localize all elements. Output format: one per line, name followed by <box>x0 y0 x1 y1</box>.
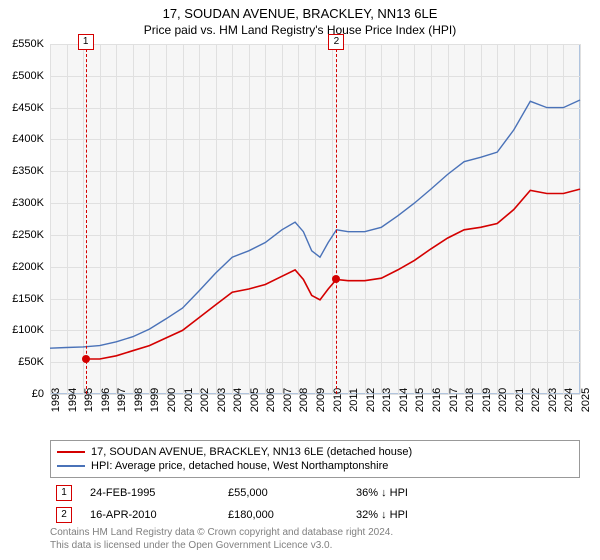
x-tick-label: 2016 <box>431 388 443 412</box>
line-plot <box>50 44 580 394</box>
chart-title: 17, SOUDAN AVENUE, BRACKLEY, NN13 6LE <box>0 0 600 21</box>
x-tick-label: 2025 <box>580 388 592 412</box>
sale-date: 16-APR-2010 <box>90 509 210 521</box>
legend-swatch <box>57 465 85 467</box>
x-tick-label: 2003 <box>216 388 228 412</box>
x-tick-label: 1994 <box>67 388 79 412</box>
x-tick-label: 1997 <box>116 388 128 412</box>
legend-label: HPI: Average price, detached house, West… <box>91 460 388 472</box>
y-tick-label: £100K <box>12 324 44 336</box>
x-tick-label: 1998 <box>133 388 145 412</box>
x-tick-label: 2015 <box>414 388 426 412</box>
x-tick-label: 2009 <box>315 388 327 412</box>
x-tick-label: 1993 <box>50 388 62 412</box>
sale-price: £180,000 <box>228 509 338 521</box>
sale-marker-label: 2 <box>328 34 344 50</box>
x-tick-label: 2001 <box>183 388 195 412</box>
x-tick-label: 2000 <box>166 388 178 412</box>
x-tick-label: 1999 <box>149 388 161 412</box>
x-tick-label: 2005 <box>249 388 261 412</box>
x-tick-label: 2019 <box>481 388 493 412</box>
x-tick-label: 2017 <box>448 388 460 412</box>
x-tick-label: 2022 <box>530 388 542 412</box>
sale-index-box: 1 <box>56 485 72 501</box>
footer-line: This data is licensed under the Open Gov… <box>50 539 580 552</box>
x-tick-label: 2010 <box>332 388 344 412</box>
y-tick-label: £300K <box>12 197 44 209</box>
y-tick-label: £500K <box>12 70 44 82</box>
legend-swatch <box>57 451 85 453</box>
sale-pct-vs-hpi: 36% ↓ HPI <box>356 487 476 499</box>
x-tick-label: 2018 <box>464 388 476 412</box>
y-tick-label: £200K <box>12 261 44 273</box>
sale-marker-dot <box>82 355 90 363</box>
y-tick-label: £450K <box>12 102 44 114</box>
x-tick-label: 2021 <box>514 388 526 412</box>
sales-table: 1 24-FEB-1995 £55,000 36% ↓ HPI 2 16-APR-2010… <box>50 482 580 526</box>
chart-container: 17, SOUDAN AVENUE, BRACKLEY, NN13 6LE Pr… <box>0 0 600 560</box>
y-tick-label: £0 <box>32 388 44 400</box>
legend: 17, SOUDAN AVENUE, BRACKLEY, NN13 6LE (d… <box>50 440 580 478</box>
x-tick-label: 2012 <box>365 388 377 412</box>
y-tick-label: £250K <box>12 229 44 241</box>
legend-item-property: 17, SOUDAN AVENUE, BRACKLEY, NN13 6LE (d… <box>57 445 573 459</box>
sales-row: 1 24-FEB-1995 £55,000 36% ↓ HPI <box>50 482 580 504</box>
hpi-line <box>50 100 580 348</box>
x-tick-label: 2011 <box>348 388 360 412</box>
footer-attribution: Contains HM Land Registry data © Crown c… <box>50 526 580 552</box>
x-tick-label: 2004 <box>232 388 244 412</box>
legend-item-hpi: HPI: Average price, detached house, West… <box>57 459 573 473</box>
x-tick-label: 2024 <box>563 388 575 412</box>
footer-line: Contains HM Land Registry data © Crown c… <box>50 526 580 539</box>
x-tick-label: 2002 <box>199 388 211 412</box>
y-tick-label: £350K <box>12 165 44 177</box>
sale-marker-dot <box>332 275 340 283</box>
y-tick-label: £150K <box>12 293 44 305</box>
chart-area: £0£50K£100K£150K£200K£250K£300K£350K£400… <box>50 44 580 394</box>
x-tick-label: 2007 <box>282 388 294 412</box>
x-tick-label: 2014 <box>398 388 410 412</box>
x-tick-label: 2013 <box>381 388 393 412</box>
sales-row: 2 16-APR-2010 £180,000 32% ↓ HPI <box>50 504 580 526</box>
sale-marker-label: 1 <box>78 34 94 50</box>
x-tick-label: 1996 <box>100 388 112 412</box>
legend-label: 17, SOUDAN AVENUE, BRACKLEY, NN13 6LE (d… <box>91 446 412 458</box>
x-tick-label: 2020 <box>497 388 509 412</box>
x-tick-label: 2008 <box>298 388 310 412</box>
property-line <box>86 189 580 359</box>
x-tick-label: 2006 <box>265 388 277 412</box>
sale-price: £55,000 <box>228 487 338 499</box>
y-tick-label: £50K <box>18 356 44 368</box>
sale-pct-vs-hpi: 32% ↓ HPI <box>356 509 476 521</box>
x-tick-label: 2023 <box>547 388 559 412</box>
sale-date: 24-FEB-1995 <box>90 487 210 499</box>
sale-index-box: 2 <box>56 507 72 523</box>
y-tick-label: £550K <box>12 38 44 50</box>
y-tick-label: £400K <box>12 133 44 145</box>
